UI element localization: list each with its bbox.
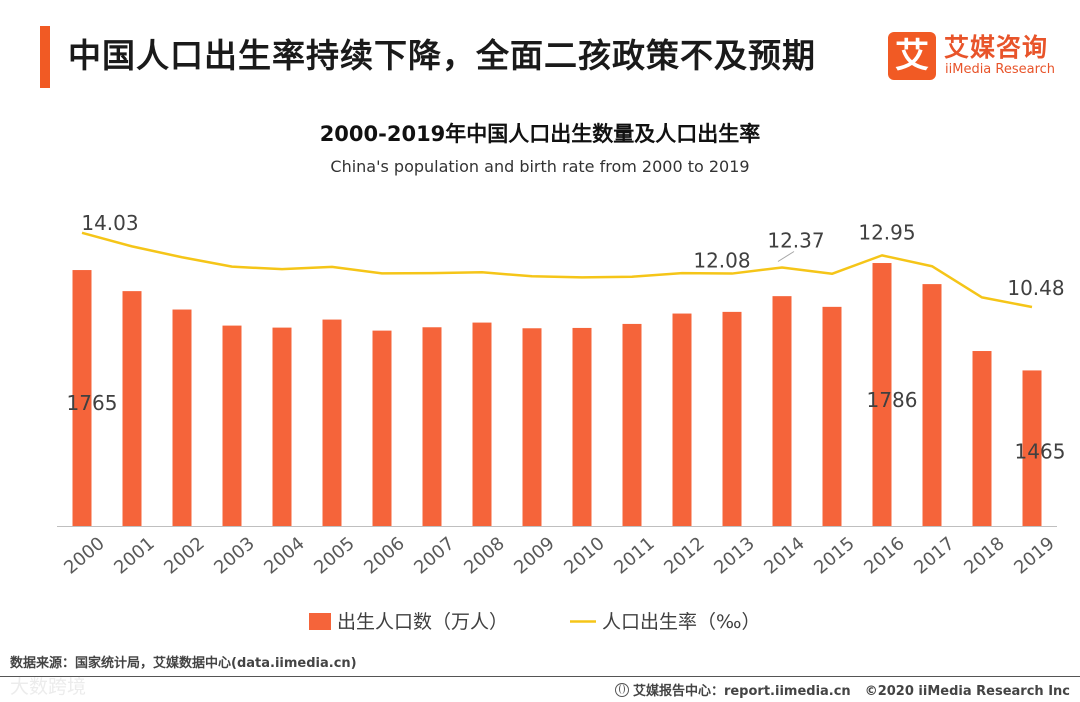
x-tick-label: 2009 bbox=[510, 533, 559, 579]
bar-2017 bbox=[922, 284, 942, 526]
line-data-label: 14.03 bbox=[81, 211, 138, 235]
bar-2014 bbox=[772, 296, 792, 526]
x-tick-label: 2017 bbox=[910, 533, 959, 579]
chart-title: 2000-2019年中国人口出生数量及人口出生率 bbox=[319, 122, 761, 146]
bar-2019 bbox=[1022, 370, 1042, 526]
bar-2003 bbox=[222, 325, 242, 526]
logo-mark-icon: 艾 bbox=[888, 32, 936, 80]
logo-name-en: iiMedia Research bbox=[945, 62, 1056, 77]
bar-data-label: 1786 bbox=[867, 388, 918, 412]
x-tick-label: 2004 bbox=[260, 533, 309, 579]
iimedia-logo: 艾 艾媒咨询 iiMedia Research bbox=[888, 28, 1068, 84]
label-leader-line bbox=[777, 251, 795, 262]
x-tick-label: 2007 bbox=[410, 533, 459, 579]
title-accent-bar bbox=[40, 26, 50, 88]
x-tick-label: 2006 bbox=[360, 533, 409, 579]
bar-2010 bbox=[572, 327, 592, 526]
bar-2009 bbox=[522, 328, 542, 526]
legend-line-label: 人口出生率（‰） bbox=[602, 611, 761, 633]
line-data-label: 12.37 bbox=[767, 228, 824, 252]
legend-bar-label: 出生人口数（万人） bbox=[337, 611, 508, 633]
bar-data-label: 1465 bbox=[1015, 439, 1066, 463]
bar-2012 bbox=[672, 313, 692, 526]
x-tick-label: 2003 bbox=[210, 533, 259, 579]
bar-2002 bbox=[172, 309, 192, 526]
bar-2005 bbox=[322, 319, 342, 526]
page-title: 中国人口出生率持续下降，全面二孩政策不及预期 bbox=[68, 36, 816, 75]
birth-rate-line bbox=[81, 231, 1033, 309]
bar-2011 bbox=[622, 323, 642, 526]
legend-bar-swatch bbox=[309, 613, 331, 630]
x-tick-label: 2013 bbox=[710, 533, 759, 579]
x-tick-label: 2016 bbox=[860, 533, 909, 579]
x-tick-label: 2001 bbox=[110, 533, 159, 579]
x-tick-label: 2005 bbox=[310, 533, 359, 579]
bar-data-label: 1765 bbox=[67, 391, 118, 415]
line-data-label: 12.95 bbox=[858, 220, 915, 244]
line-data-label: 12.08 bbox=[693, 249, 750, 273]
bar-2001 bbox=[122, 291, 142, 526]
bar-2008 bbox=[472, 322, 492, 526]
footer-divider bbox=[0, 676, 1080, 677]
bar-2007 bbox=[422, 327, 442, 526]
data-source-note: 数据来源：国家统计局，艾媒数据中心(data.iimedia.cn) bbox=[10, 656, 357, 671]
x-tick-label: 2002 bbox=[160, 533, 209, 579]
bar-2006 bbox=[372, 330, 392, 526]
line-data-label: 10.48 bbox=[1007, 276, 1064, 300]
globe-icon bbox=[614, 683, 629, 697]
bar-2004 bbox=[272, 327, 292, 526]
bar-2015 bbox=[822, 306, 842, 526]
x-tick-label: 2012 bbox=[660, 533, 709, 579]
bar-2016 bbox=[872, 263, 892, 526]
x-tick-label: 2015 bbox=[810, 533, 859, 579]
x-tick-label: 2011 bbox=[610, 533, 659, 579]
x-tick-label: 2019 bbox=[1010, 533, 1059, 579]
x-tick-label: 2018 bbox=[960, 533, 1009, 579]
footer: 艾媒报告中心：report.iimedia.cn ©2020 iiMedia Re… bbox=[614, 680, 1070, 699]
logo-name-cn: 艾媒咨询 bbox=[944, 33, 1049, 62]
bar-2000 bbox=[72, 270, 92, 526]
x-tick-label: 2000 bbox=[60, 533, 109, 579]
bar-2018 bbox=[972, 351, 992, 526]
chart-subtitle: China's population and birth rate from 2… bbox=[330, 157, 750, 176]
x-tick-label: 2014 bbox=[760, 533, 809, 579]
copyright: ©2020 iiMedia Research Inc bbox=[864, 684, 1070, 699]
report-site-link[interactable]: 艾媒报告中心：report.iimedia.cn bbox=[632, 684, 851, 699]
bar-2013 bbox=[722, 311, 742, 526]
watermark: 大数跨境 bbox=[10, 676, 87, 698]
x-tick-label: 2008 bbox=[460, 533, 509, 579]
x-tick-label: 2010 bbox=[560, 533, 609, 579]
